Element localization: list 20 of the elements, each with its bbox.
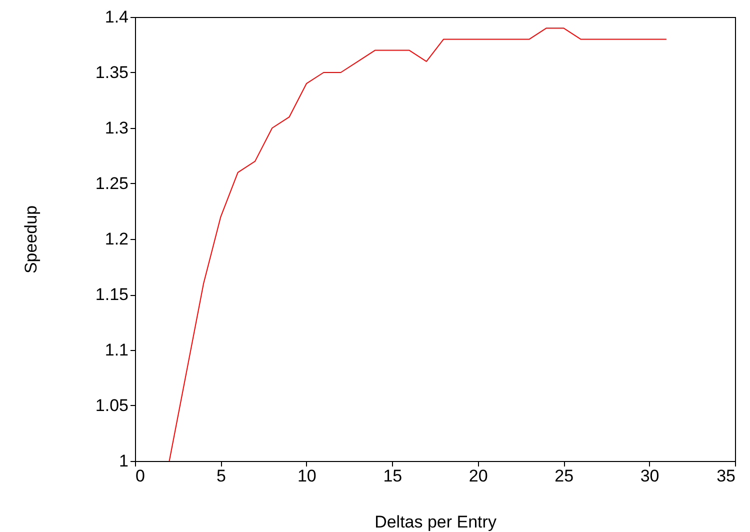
line-series bbox=[168, 28, 667, 462]
x-tick-label: 25 bbox=[554, 466, 574, 486]
x-tick-label: 15 bbox=[383, 466, 402, 486]
y-tick-label: 1.3 bbox=[104, 118, 128, 138]
y-tick-label: 1.15 bbox=[95, 285, 128, 304]
y-tick-label: 1.25 bbox=[95, 174, 128, 193]
x-tick-label: 35 bbox=[716, 466, 736, 486]
y-axis-title: Speedup bbox=[21, 205, 40, 274]
y-tick-label: 1.4 bbox=[104, 8, 128, 26]
y-tick-label: 1.05 bbox=[95, 396, 128, 415]
x-tick-label: 20 bbox=[468, 466, 488, 486]
x-tick-label: 10 bbox=[297, 466, 316, 486]
y-tick-label: 1 bbox=[119, 452, 128, 470]
y-tick-label: 1.2 bbox=[104, 230, 128, 248]
x-tick-label: 5 bbox=[216, 466, 226, 486]
x-axis-title: Deltas per Entry bbox=[374, 512, 497, 532]
x-tick-label: 0 bbox=[136, 466, 145, 486]
y-tick-label: 1.1 bbox=[104, 340, 128, 360]
x-tick-label: 30 bbox=[640, 466, 660, 486]
y-tick-label: 1.35 bbox=[95, 63, 128, 82]
